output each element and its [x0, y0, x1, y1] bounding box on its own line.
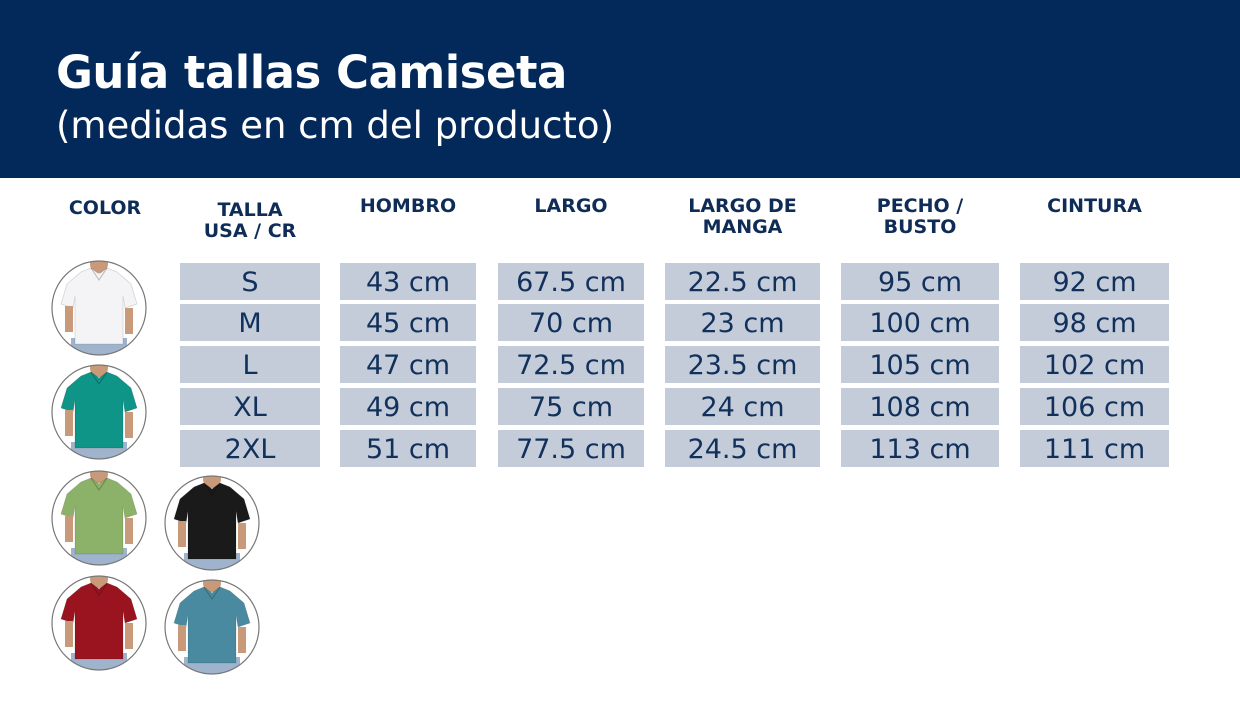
size-cell: L — [180, 346, 320, 383]
teal-shirt-swatch — [51, 364, 147, 460]
measurement-cell: 43 cm — [340, 263, 476, 300]
measurement-cell: 95 cm — [841, 263, 999, 300]
measurement-cell: 105 cm — [841, 346, 999, 383]
measurement-cell: 100 cm — [841, 304, 999, 341]
measurement-cell: 23.5 cm — [665, 346, 820, 383]
measurement-cell: 45 cm — [340, 304, 476, 341]
measurement-cell: 49 cm — [340, 388, 476, 425]
measurement-cell: 98 cm — [1020, 304, 1169, 341]
column-header: PECHO / BUSTO — [876, 195, 964, 238]
measurement-cell: 72.5 cm — [498, 346, 644, 383]
column-header: HOMBRO — [359, 195, 457, 217]
size-cell: XL — [180, 388, 320, 425]
size-cell: M — [180, 304, 320, 341]
measurement-cell: 70 cm — [498, 304, 644, 341]
measurement-cell: 77.5 cm — [498, 430, 644, 467]
header-banner: Guía tallas Camiseta (medidas en cm del … — [0, 0, 1240, 178]
measurement-cell: 106 cm — [1020, 388, 1169, 425]
measurement-cell: 67.5 cm — [498, 263, 644, 300]
green-shirt-swatch — [51, 470, 147, 566]
measurement-cell: 24 cm — [665, 388, 820, 425]
page-subtitle: (medidas en cm del producto) — [56, 104, 614, 147]
measurement-cell: 111 cm — [1020, 430, 1169, 467]
measurement-cell: 92 cm — [1020, 263, 1169, 300]
page-title: Guía tallas Camiseta — [56, 46, 567, 99]
column-header: TALLA USA / CR — [203, 199, 297, 242]
column-header: COLOR — [68, 197, 142, 219]
measurement-cell: 51 cm — [340, 430, 476, 467]
blue-shirt-swatch — [164, 579, 260, 675]
measurement-cell: 22.5 cm — [665, 263, 820, 300]
measurement-cell: 23 cm — [665, 304, 820, 341]
size-cell: S — [180, 263, 320, 300]
measurement-cell: 75 cm — [498, 388, 644, 425]
measurement-cell: 24.5 cm — [665, 430, 820, 467]
column-header: LARGO DE MANGA — [688, 195, 797, 238]
measurement-cell: 108 cm — [841, 388, 999, 425]
measurement-cell: 102 cm — [1020, 346, 1169, 383]
red-shirt-swatch — [51, 575, 147, 671]
black-shirt-swatch — [164, 475, 260, 571]
size-cell: 2XL — [180, 430, 320, 467]
column-header: CINTURA — [1047, 195, 1142, 217]
column-header: LARGO — [534, 195, 608, 217]
white-shirt-swatch — [51, 260, 147, 356]
measurement-cell: 113 cm — [841, 430, 999, 467]
measurement-cell: 47 cm — [340, 346, 476, 383]
